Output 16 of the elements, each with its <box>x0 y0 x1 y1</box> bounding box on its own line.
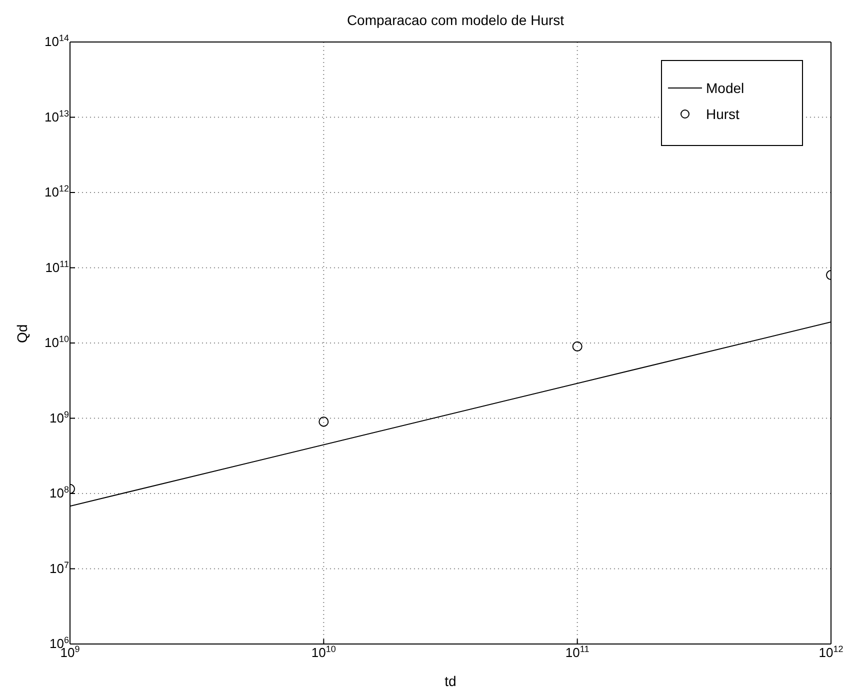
y-tick-label: 10$^{8}$ <box>50 484 69 500</box>
y-tick-label: 10$^{11}$ <box>45 258 69 275</box>
y-tick-label: 10$^{12}$ <box>44 184 69 200</box>
y-tick-label: 10$^{9}$ <box>50 409 69 426</box>
y-axis-title: Qd <box>14 324 30 343</box>
y-tick-label: 10$^{14}$ <box>44 33 69 49</box>
legend-label: Hurst <box>706 106 740 122</box>
y-tick-label: 10$^{13}$ <box>44 108 69 124</box>
y-tick-label: 10$^{10}$ <box>44 334 69 350</box>
x-axis-title: td <box>444 673 456 689</box>
x-tick-label: 10$^{12}$ <box>818 644 844 660</box>
x-tick-label: 10$^{11}$ <box>565 644 590 660</box>
x-tick-label: 10$^{10}$ <box>311 644 336 660</box>
legend-label: Model <box>706 80 744 96</box>
y-tick-label: 10$^{7}$ <box>50 560 69 576</box>
chart-title: Comparacao com modelo de Hurst <box>346 11 566 30</box>
